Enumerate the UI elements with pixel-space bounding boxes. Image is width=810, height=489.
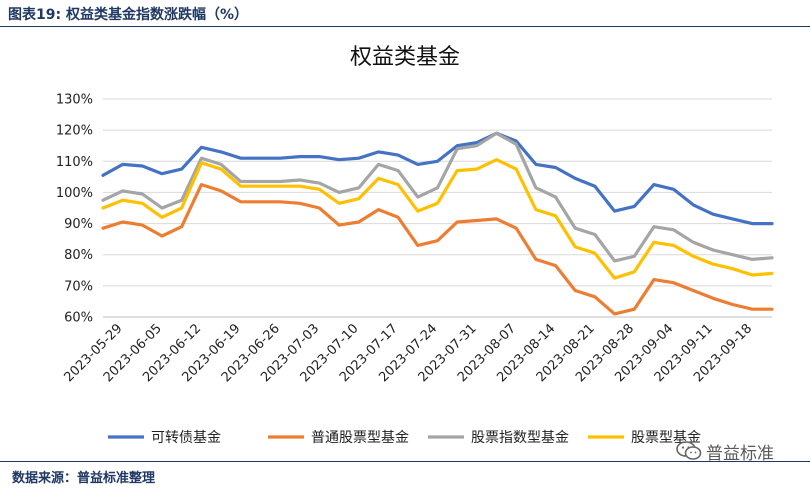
legend-label: 可转债基金 [151, 429, 221, 446]
legend-label: 股票指数型基金 [471, 429, 569, 446]
grid-lines [103, 98, 772, 318]
y-tick-label: 110% [56, 155, 93, 170]
y-tick-label: 90% [64, 217, 93, 232]
series-line-4 [101, 158, 774, 280]
y-axis: 60% 70% 80% 90% 100% 110% 120% 130% [56, 93, 93, 326]
y-tick-label: 60% [64, 311, 93, 326]
series-line-1 [101, 131, 774, 226]
watermark-text: 普益标准 [706, 443, 774, 464]
series-line-2 [101, 183, 774, 316]
watermark: 普益标准 [676, 438, 774, 464]
figure-header: 图表19: 权益类基金指数涨跌幅（%） [0, 0, 810, 27]
figure-title: 图表19: 权益类基金指数涨跌幅（%） [8, 7, 248, 23]
figure-footer: 数据来源：普益标准整理 [0, 461, 810, 489]
data-source: 数据来源：普益标准整理 [12, 471, 156, 486]
y-tick-label: 70% [64, 279, 93, 294]
legend: 可转债基金 普通股票型基金 股票指数型基金 股票型基金 [108, 429, 701, 446]
series-line-3 [101, 131, 774, 263]
y-tick-label: 100% [56, 186, 93, 201]
y-tick-label: 130% [56, 93, 93, 108]
legend-label: 普通股票型基金 [311, 429, 409, 446]
chart-title: 权益类基金 [350, 45, 460, 70]
wechat-icon [676, 441, 702, 460]
y-tick-label: 80% [64, 248, 93, 263]
y-tick-label: 120% [56, 124, 93, 139]
series-lines [101, 131, 774, 316]
x-axis: 2023-05-292023-06-052023-06-122023-06-19… [61, 316, 772, 385]
